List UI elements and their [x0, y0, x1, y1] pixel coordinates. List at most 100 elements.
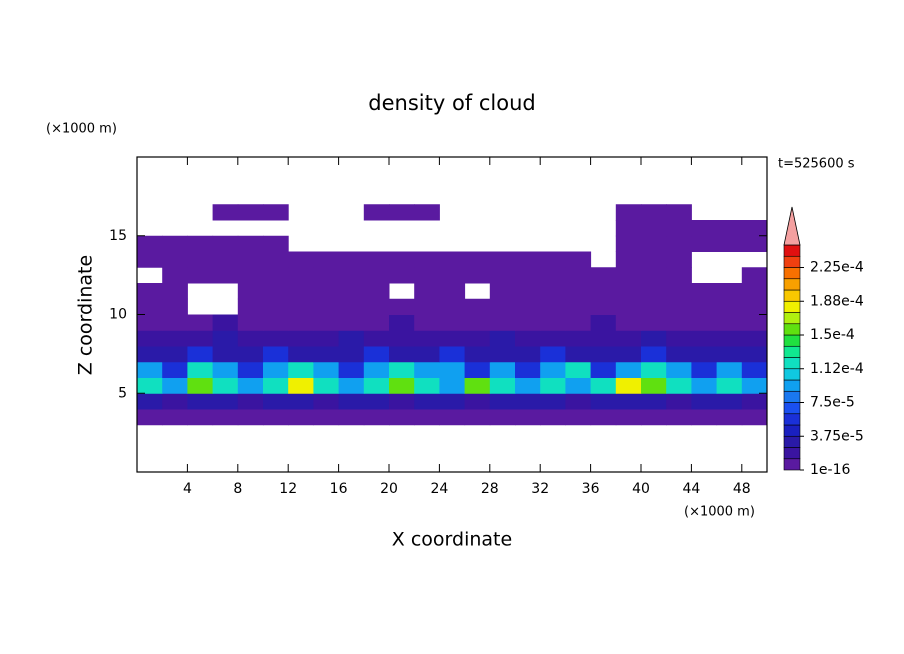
x-tick-label: 48	[733, 481, 751, 497]
x-axis-label: X coordinate	[392, 529, 512, 551]
contour-cell	[691, 220, 718, 237]
contour-cell	[137, 235, 163, 252]
contour-cell	[691, 346, 718, 363]
contour-cell	[565, 409, 592, 426]
colorbar-band	[783, 390, 801, 403]
contour-cell	[263, 283, 289, 300]
contour-cell	[389, 346, 415, 363]
colorbar-band	[783, 357, 801, 370]
colorbar-band	[783, 379, 801, 392]
colorbar-tick-label: 1.5e-4	[810, 327, 855, 343]
contour-cell	[590, 361, 617, 378]
contour-cell	[288, 314, 314, 331]
contour-cell	[414, 409, 440, 426]
contour-cell	[389, 361, 415, 378]
contour-cell	[666, 267, 692, 284]
contour-cell	[137, 361, 163, 378]
contour-cell	[666, 361, 692, 378]
contour-cell	[489, 346, 516, 363]
contour-cell	[162, 267, 188, 284]
contour-cell	[288, 283, 314, 300]
contour-cell	[540, 330, 566, 347]
contour-cell	[338, 283, 365, 300]
contour-cell	[641, 361, 667, 378]
contour-cell	[237, 204, 264, 221]
contour-cell	[263, 330, 289, 347]
contour-cell	[162, 377, 188, 394]
contour-cell	[389, 314, 415, 331]
contour-cell	[540, 346, 566, 363]
contour-cell	[414, 314, 440, 331]
contour-cell	[489, 283, 516, 300]
contour-cell	[565, 314, 592, 331]
y-axis-label: Z coordinate	[75, 255, 97, 375]
contour-cell	[237, 330, 264, 347]
contour-cell	[615, 314, 642, 331]
contour-cell	[666, 393, 692, 410]
contour-cell	[439, 251, 466, 268]
contour-cell	[137, 330, 163, 347]
colorbar-band	[783, 289, 801, 302]
contour-cell	[666, 204, 692, 221]
contour-cell	[338, 251, 365, 268]
contour-cell	[212, 267, 239, 284]
contour-cell	[464, 330, 491, 347]
contour-cell	[641, 377, 667, 394]
contour-cell	[237, 267, 264, 284]
contour-cell	[162, 314, 188, 331]
contour-cell	[540, 251, 566, 268]
contour-cell	[363, 409, 390, 426]
contour-cell	[691, 361, 718, 378]
contour-cell	[414, 346, 440, 363]
contour-cell	[389, 377, 415, 394]
contour-cell	[288, 377, 314, 394]
contour-cell	[389, 393, 415, 410]
contour-cell	[338, 267, 365, 284]
contour-cell	[716, 235, 743, 252]
contour-cell	[515, 298, 541, 315]
contour-cell	[716, 330, 743, 347]
contour-cell	[464, 267, 491, 284]
contour-cell	[741, 377, 768, 394]
contour-cell	[540, 314, 566, 331]
contour-cell	[666, 330, 692, 347]
contour-cell	[540, 283, 566, 300]
contour-cell	[389, 409, 415, 426]
contour-cell	[716, 283, 743, 300]
contour-cell	[515, 267, 541, 284]
y-tick-label: 10	[109, 307, 127, 323]
x-tick-label: 4	[183, 481, 192, 497]
contour-cell	[716, 393, 743, 410]
contour-cell	[464, 377, 491, 394]
colorbar-overflow	[783, 206, 801, 246]
contour-cell	[691, 298, 718, 315]
contour-cell	[666, 283, 692, 300]
contour-cell	[338, 330, 365, 347]
x-tick-label: 32	[531, 481, 549, 497]
x-tick-label: 24	[430, 481, 448, 497]
contour-cell	[389, 204, 415, 221]
contour-cell	[263, 314, 289, 331]
contour-cell	[313, 267, 340, 284]
contour-cell	[565, 377, 592, 394]
contour-cell	[590, 377, 617, 394]
contour-cell	[515, 314, 541, 331]
contour-cell	[439, 346, 466, 363]
contour-cell	[212, 361, 239, 378]
contour-cell	[162, 361, 188, 378]
contour-cell	[212, 393, 239, 410]
contour-cell	[515, 346, 541, 363]
contour-cell	[263, 204, 289, 221]
contour-cell	[716, 314, 743, 331]
contour-cell	[716, 361, 743, 378]
y-tick-label: 5	[118, 385, 127, 401]
x-tick-label: 44	[682, 481, 700, 497]
contour-cell	[540, 409, 566, 426]
colorbar-band	[783, 402, 801, 415]
contour-cell	[439, 267, 466, 284]
contour-cell	[288, 267, 314, 284]
contour-cell	[515, 330, 541, 347]
contour-cell	[414, 361, 440, 378]
contour-cell	[187, 393, 214, 410]
